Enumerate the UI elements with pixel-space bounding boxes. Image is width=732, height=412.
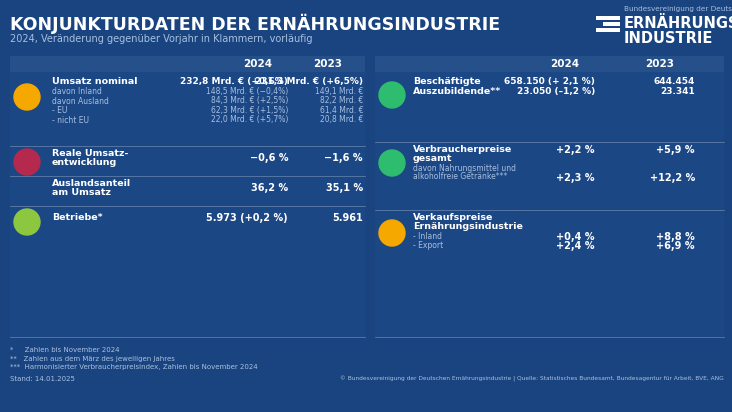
Text: Ernährungsindustrie: Ernährungsindustrie: [413, 222, 523, 231]
Text: 35,1 %: 35,1 %: [326, 183, 363, 193]
Circle shape: [379, 220, 405, 246]
FancyBboxPatch shape: [10, 72, 365, 337]
Text: - Export: - Export: [413, 241, 444, 250]
Text: INDUSTRIE: INDUSTRIE: [624, 31, 714, 46]
Text: alkoholfreie Getränke***: alkoholfreie Getränke***: [413, 172, 507, 181]
FancyBboxPatch shape: [375, 72, 724, 337]
Text: 232,8 Mrd. € (+0,6%): 232,8 Mrd. € (+0,6%): [180, 77, 288, 86]
Text: +2,2 %: +2,2 %: [556, 145, 595, 155]
Text: KONJUNKTURDATEN DER ERNÄHRUNGSINDUSTRIE: KONJUNKTURDATEN DER ERNÄHRUNGSINDUSTRIE: [10, 14, 500, 34]
Text: +2,3 %: +2,3 %: [556, 173, 595, 183]
Text: 148,5 Mrd. € (−0,4%): 148,5 Mrd. € (−0,4%): [206, 87, 288, 96]
Text: +5,9 %: +5,9 %: [657, 145, 695, 155]
FancyBboxPatch shape: [596, 28, 620, 31]
Circle shape: [14, 84, 40, 110]
Text: 82,2 Mrd. €: 82,2 Mrd. €: [320, 96, 363, 105]
Text: 2024: 2024: [550, 59, 580, 69]
Text: Reale Umsatz-: Reale Umsatz-: [52, 149, 128, 158]
Text: - nicht EU: - nicht EU: [52, 115, 89, 124]
FancyBboxPatch shape: [10, 56, 365, 72]
Text: Auszubildende**: Auszubildende**: [413, 87, 501, 96]
FancyBboxPatch shape: [603, 22, 620, 26]
Text: *     Zahlen bis November 2024: * Zahlen bis November 2024: [10, 347, 119, 353]
Text: −0,6 %: −0,6 %: [250, 153, 288, 163]
Text: 5.973 (+0,2 %): 5.973 (+0,2 %): [206, 213, 288, 223]
Text: 36,2 %: 36,2 %: [251, 183, 288, 193]
Text: 658.150 (+ 2,1 %): 658.150 (+ 2,1 %): [504, 77, 595, 86]
Text: am Umsatz: am Umsatz: [52, 188, 111, 197]
Text: gesamt: gesamt: [413, 154, 452, 163]
Text: davon Nahrungsmittel und: davon Nahrungsmittel und: [413, 164, 516, 173]
Text: - EU: - EU: [52, 106, 67, 115]
FancyBboxPatch shape: [375, 56, 724, 72]
Text: Verbraucherpreise: Verbraucherpreise: [413, 145, 512, 154]
Text: 2024, Veränderung gegenüber Vorjahr in Klammern, vorläufig: 2024, Veränderung gegenüber Vorjahr in K…: [10, 34, 313, 44]
Text: 644.454: 644.454: [654, 77, 695, 86]
Text: 2023: 2023: [313, 59, 343, 69]
Circle shape: [14, 149, 40, 175]
Text: 2023: 2023: [646, 59, 674, 69]
Circle shape: [14, 209, 40, 235]
Text: 61,4 Mrd. €: 61,4 Mrd. €: [319, 105, 363, 115]
Text: 149,1 Mrd. €: 149,1 Mrd. €: [315, 87, 363, 96]
Text: Verkaufspreise: Verkaufspreise: [413, 213, 493, 222]
Text: 23.050 (–1,2 %): 23.050 (–1,2 %): [517, 87, 595, 96]
Text: 62,3 Mrd. € (+1,5%): 62,3 Mrd. € (+1,5%): [211, 105, 288, 115]
Text: entwicklung: entwicklung: [52, 158, 117, 167]
Text: ***  Harmonisierter Verbraucherpreisindex, Zahlen bis November 2024: *** Harmonisierter Verbraucherpreisindex…: [10, 364, 258, 370]
Text: **   Zahlen aus dem März des jeweiligen Jahres: ** Zahlen aus dem März des jeweiligen Ja…: [10, 356, 175, 361]
Text: 2024: 2024: [244, 59, 272, 69]
Text: 22,0 Mrd. € (+5,7%): 22,0 Mrd. € (+5,7%): [211, 115, 288, 124]
Circle shape: [379, 82, 405, 108]
Text: +0,4 %: +0,4 %: [556, 232, 595, 242]
Text: 231,3 Mrd. € (+6,5%): 231,3 Mrd. € (+6,5%): [255, 77, 363, 86]
Text: Stand: 14.01.2025: Stand: 14.01.2025: [10, 376, 75, 382]
Text: +2,4 %: +2,4 %: [556, 241, 595, 251]
Text: davon Inland: davon Inland: [52, 87, 102, 96]
Text: +12,2 %: +12,2 %: [650, 173, 695, 183]
Text: Betriebe*: Betriebe*: [52, 213, 102, 222]
Text: - Inland: - Inland: [413, 232, 442, 241]
Circle shape: [379, 150, 405, 176]
Text: ERNÄHRUNGS: ERNÄHRUNGS: [624, 16, 732, 31]
Text: 23.341: 23.341: [660, 87, 695, 96]
Text: davon Ausland: davon Ausland: [52, 96, 109, 105]
FancyBboxPatch shape: [596, 16, 620, 19]
Text: −1,6 %: −1,6 %: [324, 153, 363, 163]
Text: 5.961: 5.961: [332, 213, 363, 223]
Text: +8,8 %: +8,8 %: [657, 232, 695, 242]
Text: 84,3 Mrd. € (+2,5%): 84,3 Mrd. € (+2,5%): [211, 96, 288, 105]
Text: 20,8 Mrd. €: 20,8 Mrd. €: [320, 115, 363, 124]
Text: Auslandsanteil: Auslandsanteil: [52, 179, 131, 188]
Text: Umsatz nominal: Umsatz nominal: [52, 77, 138, 86]
Text: © Bundesvereinigung der Deutschen Ernährungsindustrie | Quelle: Statistisches Bu: © Bundesvereinigung der Deutschen Ernähr…: [340, 376, 724, 382]
Text: +6,9 %: +6,9 %: [657, 241, 695, 251]
Text: Beschäftigte: Beschäftigte: [413, 77, 481, 86]
Text: Bundesvereinigung der Deutschen: Bundesvereinigung der Deutschen: [624, 6, 732, 12]
